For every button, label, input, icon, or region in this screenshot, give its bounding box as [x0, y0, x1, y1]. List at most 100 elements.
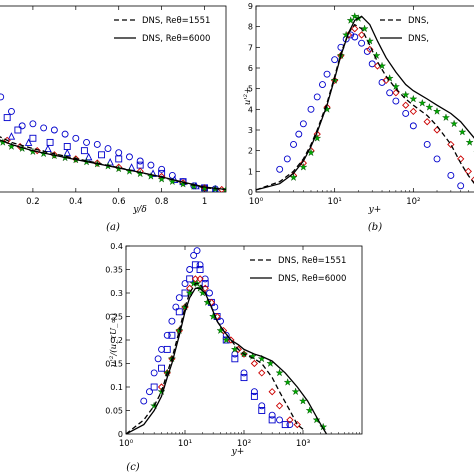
data-point-triangle: [7, 132, 16, 140]
data-point-circle: [409, 122, 417, 130]
y-tick-label: 7: [248, 43, 253, 52]
data-point-circle: [402, 110, 410, 117]
y-tick-label: 0.4: [110, 242, 123, 251]
x-axis-label: y+: [231, 447, 245, 457]
data-point-circle: [93, 141, 101, 148]
data-point-diamond: [402, 101, 410, 109]
data-point-square: [80, 147, 88, 155]
data-point-square: [201, 280, 209, 288]
data-point-circle: [331, 56, 339, 64]
data-point-circle: [150, 369, 158, 377]
data-point-square: [163, 345, 171, 353]
data-point-star: [365, 36, 374, 45]
data-point-diamond: [191, 275, 200, 283]
data-point-star: [0, 138, 7, 146]
data-point-diamond: [268, 388, 276, 396]
data-point-square: [168, 331, 176, 339]
data-point-diamond: [250, 359, 259, 368]
data-point-circle: [50, 126, 58, 134]
y-tick-label: 5: [248, 85, 253, 94]
data-point-circle: [72, 134, 80, 142]
data-point-circle: [286, 421, 294, 429]
data-point-star: [409, 94, 418, 103]
data-point-triangle: [149, 169, 157, 177]
data-point-star: [289, 173, 298, 181]
series-star: [150, 279, 328, 431]
data-point-star: [432, 107, 442, 115]
plot-area-a: [0, 93, 226, 192]
data-point-circle: [29, 120, 37, 128]
series-circle: [140, 247, 294, 429]
data-point-circle: [181, 280, 189, 288]
data-point-circle: [61, 130, 69, 138]
data-point-diamond: [196, 275, 204, 283]
data-point-circle: [158, 345, 165, 353]
data-point-diamond: [392, 89, 400, 97]
data-point-circle: [154, 355, 162, 363]
panel-label: (a): [106, 222, 120, 233]
data-point-triangle: [44, 144, 52, 153]
x-tick-label: 0.2: [26, 197, 40, 207]
data-point-circle: [323, 70, 331, 78]
panel-label: (c): [126, 462, 140, 473]
data-point-star: [450, 119, 459, 128]
series-circle: [0, 93, 219, 192]
data-point-circle: [307, 105, 315, 113]
data-point-diamond: [447, 140, 455, 149]
data-point-circle: [319, 81, 326, 88]
data-point-circle: [290, 141, 297, 148]
dns-line-solid: [0, 139, 226, 191]
y-axis-label: u'²/(u_τU_∞): [108, 313, 119, 367]
legend-label: DNS, Reθ=6000: [278, 274, 346, 284]
data-point-square: [115, 155, 123, 163]
data-point-triangle: [24, 138, 33, 146]
data-point-square: [46, 138, 54, 146]
y-tick-label: 0.25: [105, 313, 123, 322]
data-point-square: [14, 126, 22, 134]
data-point-star: [350, 12, 359, 20]
data-point-diamond: [457, 155, 465, 163]
legend-label: DNS, Reθ=1551: [278, 256, 346, 266]
data-point-diamond: [409, 107, 417, 116]
series-square: [3, 114, 208, 192]
data-point-star: [275, 368, 284, 377]
data-point-square: [150, 383, 158, 391]
data-point-square: [191, 261, 199, 269]
data-point-circle: [447, 172, 455, 179]
data-point-circle: [299, 120, 307, 128]
data-point-circle: [186, 266, 194, 273]
legend-label: DNS,: [408, 16, 429, 26]
x-tick-label: 10⁰: [249, 197, 264, 207]
panel-a: 0.2 0.4 0.6 0.8 1 DNS, Reθ=1551 DNS, Reθ=6000 y…: [0, 5, 227, 233]
data-point-diamond: [293, 420, 301, 429]
y-tick-label: 0.1: [110, 383, 123, 392]
data-point-diamond: [470, 176, 474, 183]
data-point-star: [283, 378, 292, 386]
x-tick-label: 10¹: [328, 197, 342, 207]
data-point-star: [291, 387, 300, 396]
y-tick-label: 3: [248, 126, 253, 135]
x-tick-label: 1: [202, 197, 207, 207]
data-point-circle: [0, 93, 5, 101]
y-axis-label: u'²+: [243, 87, 253, 105]
data-point-square: [63, 143, 71, 150]
x-tick-label: 10³: [296, 439, 310, 449]
data-point-circle: [126, 153, 133, 161]
data-point-star: [298, 396, 308, 405]
y-tick-label: 0.05: [105, 407, 123, 416]
data-point-star: [360, 24, 369, 33]
data-point-circle: [175, 294, 183, 302]
legend-label: DNS,: [408, 34, 429, 44]
data-point-square: [29, 134, 37, 142]
data-point-circle: [136, 157, 144, 165]
data-point-circle: [276, 416, 283, 424]
data-point-star: [185, 288, 194, 297]
data-point-diamond: [286, 416, 294, 424]
plot-frame-a: [0, 5, 227, 193]
data-point-circle: [83, 138, 90, 146]
data-point-square: [3, 114, 11, 122]
data-point-star: [346, 16, 355, 24]
y-tick-label: 9: [248, 2, 253, 11]
panel-label: (b): [368, 222, 382, 233]
